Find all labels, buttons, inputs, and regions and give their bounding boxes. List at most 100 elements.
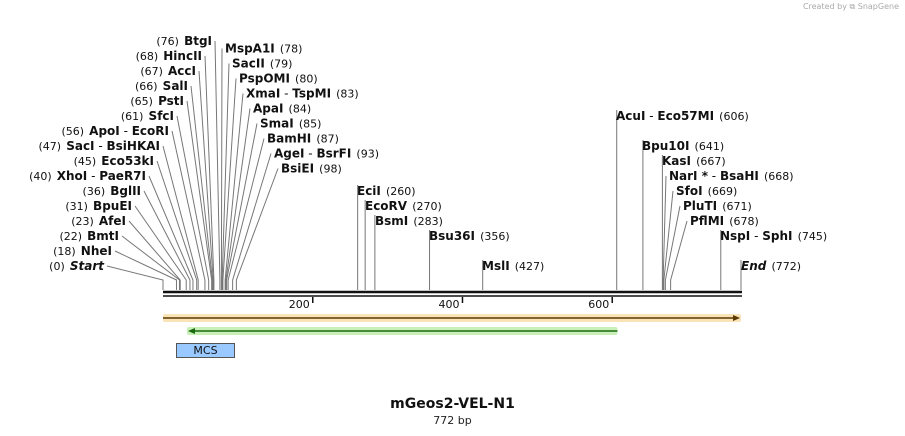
orf-reverse-arrow[interactable] — [186, 327, 618, 335]
site-text-btgi: (76) BtgI — [156, 30, 212, 49]
site-label-btgi[interactable]: (76) BtgI — [156, 30, 212, 49]
site-label-bpuei[interactable]: (31) BpuEI — [65, 195, 132, 214]
site-label-sfci[interactable]: (61) SfcI — [121, 105, 174, 124]
site-label-kasi[interactable]: KasI (667) — [662, 150, 726, 169]
site-text-bpu10i: Bpu10I (641) — [642, 135, 724, 154]
map-title: mGeos2-VEL-N1 — [390, 396, 515, 412]
site-label-sacii[interactable]: SacII (79) — [232, 53, 292, 72]
site-text-nhei: (18) NheI — [53, 240, 112, 259]
site-label-sfoi[interactable]: SfoI (669) — [676, 180, 737, 199]
leader-saci — [162, 145, 199, 290]
leader-pflmi — [670, 220, 688, 290]
site-label-pspomi[interactable]: PspOMI (80) — [239, 68, 318, 87]
site-text-ecii: EciI (260) — [357, 180, 416, 199]
sequence-backbone — [163, 290, 742, 297]
site-text-bpuei: (31) BpuEI — [65, 195, 132, 214]
site-label-ecii[interactable]: EciI (260) — [357, 180, 416, 199]
site-text-hincii: (68) HincII — [136, 45, 202, 64]
features — [163, 314, 741, 335]
sequence-length: 772 bp — [433, 414, 472, 427]
site-text-nspi: NspI - SphI (745) — [720, 225, 827, 244]
site-label-nhei[interactable]: (18) NheI — [53, 240, 112, 259]
site-label-agei[interactable]: AgeI - BsrFI (93) — [274, 143, 379, 162]
site-label-psti[interactable]: (65) PstI — [130, 90, 184, 109]
site-label-bpu10i[interactable]: Bpu10I (641) — [642, 135, 724, 154]
site-text-bmti: (22) BmtI — [59, 225, 119, 244]
site-label-start[interactable]: (0) Start — [49, 255, 105, 274]
site-label-mspa1i[interactable]: MspA1I (78) — [225, 38, 302, 57]
leader-apoi — [171, 130, 206, 290]
site-text-sali: (66) SalI — [135, 75, 188, 94]
site-text-sfci: (61) SfcI — [121, 105, 174, 124]
ruler-tick-label-600: 600 — [588, 298, 609, 311]
mcs-feature-box[interactable]: MCS — [176, 343, 235, 358]
site-text-pluti: PluTI (671) — [683, 195, 752, 214]
leader-bglii — [143, 190, 191, 290]
site-leader-lines — [106, 40, 742, 290]
site-label-bglii[interactable]: (36) BglII — [83, 180, 141, 199]
site-label-nspi[interactable]: NspI - SphI (745) — [720, 225, 827, 244]
site-text-agei: AgeI - BsrFI (93) — [274, 143, 379, 162]
ruler-tick-label-200: 200 — [289, 298, 310, 311]
orf-forward-arrow[interactable] — [163, 314, 741, 322]
site-text-pflmi: PflMI (678) — [690, 210, 759, 229]
leader-eco53ki — [156, 160, 198, 290]
site-text-apoi: (56) ApoI - EcoRI — [61, 120, 169, 139]
leader-pspomi — [222, 78, 237, 290]
site-label-pluti[interactable]: PluTI (671) — [683, 195, 752, 214]
site-label-bsu36i[interactable]: Bsu36I (356) — [429, 225, 510, 244]
leader-agei — [232, 153, 272, 290]
site-label-nari[interactable]: NarI * - BsaHI (668) — [669, 165, 794, 184]
leader-smai — [226, 123, 258, 290]
leader-pluti — [664, 205, 681, 290]
site-label-apoi[interactable]: (56) ApoI - EcoRI — [61, 120, 169, 139]
leader-btgi — [214, 40, 221, 290]
site-label-bmti[interactable]: (22) BmtI — [59, 225, 119, 244]
leader-sacii — [221, 63, 230, 290]
site-text-xmai: XmaI - TspMI (83) — [246, 83, 359, 102]
site-label-apai[interactable]: ApaI (84) — [253, 98, 311, 117]
leader-apai — [225, 108, 251, 290]
site-text-eco53ki: (45) Eco53kI — [74, 150, 154, 169]
site-text-nari: NarI * - BsaHI (668) — [669, 165, 794, 184]
site-label-afei[interactable]: (23) AfeI — [71, 210, 126, 229]
site-label-acci[interactable]: (67) AccI — [140, 60, 196, 79]
leader-acci — [198, 70, 214, 290]
site-text-afei: (23) AfeI — [71, 210, 126, 229]
site-label-eco53ki[interactable]: (45) Eco53kI — [74, 150, 154, 169]
snapgene-credit: Created by ⧉ SnapGene — [802, 2, 899, 11]
site-label-xmai[interactable]: XmaI - TspMI (83) — [246, 83, 359, 102]
leader-bsiei — [235, 168, 279, 290]
site-label-msli[interactable]: MslI (427) — [482, 255, 544, 274]
site-label-end[interactable]: End (772) — [741, 255, 801, 274]
site-labels: (76) BtgI(68) HincII(67) AccI(66) SalI(6… — [29, 30, 827, 274]
site-text-bsu36i: Bsu36I (356) — [429, 225, 510, 244]
site-text-bsiei: BsiEI (98) — [281, 158, 342, 177]
ruler-tick-label-400: 400 — [438, 298, 459, 311]
site-text-xhoi: (40) XhoI - PaeR7I — [29, 165, 146, 184]
site-label-bsmi[interactable]: BsmI (283) — [375, 210, 443, 229]
site-text-bglii: (36) BglII — [83, 180, 141, 199]
leader-psti — [186, 100, 213, 290]
site-text-pspomi: PspOMI (80) — [239, 68, 318, 87]
leader-afei — [128, 220, 181, 290]
site-label-pflmi[interactable]: PflMI (678) — [690, 210, 759, 229]
site-label-hincii[interactable]: (68) HincII — [136, 45, 202, 64]
site-label-xhoi[interactable]: (40) XhoI - PaeR7I — [29, 165, 146, 184]
site-label-acui[interactable]: AcuI - Eco57MI (606) — [616, 105, 749, 124]
site-label-smai[interactable]: SmaI (85) — [260, 113, 321, 132]
leader-sfci — [176, 115, 210, 290]
site-text-bamhi: BamHI (87) — [267, 128, 339, 147]
site-text-ecorv: EcoRV (270) — [365, 195, 442, 214]
site-label-sali[interactable]: (66) SalI — [135, 75, 188, 94]
site-text-bsmi: BsmI (283) — [375, 210, 443, 229]
site-text-mspa1i: MspA1I (78) — [225, 38, 302, 57]
site-text-smai: SmaI (85) — [260, 113, 321, 132]
site-label-saci[interactable]: (47) SacI - BsiHKAI — [39, 135, 160, 154]
site-label-bamhi[interactable]: BamHI (87) — [267, 128, 339, 147]
site-text-saci: (47) SacI - BsiHKAI — [39, 135, 160, 154]
site-text-sacii: SacII (79) — [232, 53, 292, 72]
leader-xmai — [224, 93, 244, 290]
site-label-bsiei[interactable]: BsiEI (98) — [281, 158, 342, 177]
site-label-ecorv[interactable]: EcoRV (270) — [365, 195, 442, 214]
